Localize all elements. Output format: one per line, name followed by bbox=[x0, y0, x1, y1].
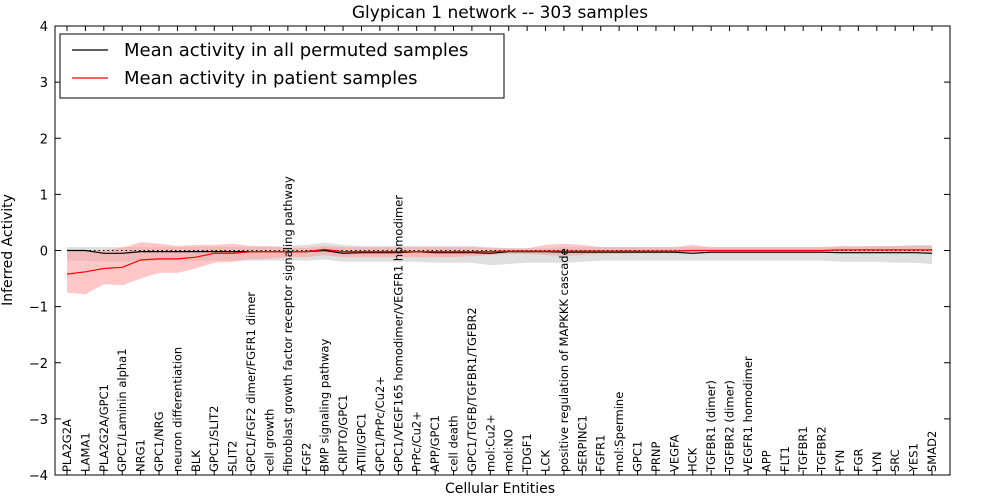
category-label: LCK bbox=[539, 450, 553, 472]
chart-title: Glypican 1 network -- 303 samples bbox=[352, 3, 648, 23]
category-label: SLIT2 bbox=[226, 441, 240, 472]
category-label: FGR bbox=[851, 448, 865, 472]
category-label: YES1 bbox=[907, 443, 921, 473]
x-axis-title: Cellular Entities bbox=[445, 481, 555, 497]
category-label: FYN bbox=[833, 450, 847, 472]
series-lines bbox=[66, 248, 933, 275]
y-tick-label: 3 bbox=[40, 76, 48, 91]
category-label: NRG1 bbox=[134, 439, 148, 472]
category-label: SMAD2 bbox=[925, 431, 939, 472]
y-tick-label: 0 bbox=[40, 245, 48, 260]
category-label: mol:Spermine bbox=[612, 392, 626, 472]
category-label: APP/GPC1 bbox=[428, 415, 442, 472]
category-label: SRC bbox=[888, 449, 902, 472]
category-label: SERPINC1 bbox=[575, 415, 589, 472]
y-axis-title: Inferred Activity bbox=[0, 194, 16, 306]
series-line-permuted bbox=[67, 249, 933, 254]
category-label: BMP signaling pathway bbox=[318, 339, 332, 472]
category-label: GPC1/Laminin alpha1 bbox=[115, 348, 129, 472]
category-label: TDGF1 bbox=[520, 433, 534, 473]
category-label: mol:Cu2+ bbox=[483, 414, 497, 472]
category-label: mol:NO bbox=[502, 429, 516, 472]
category-label: GPC1/VEGF165 homodimer/VEGFR1 homodimer bbox=[391, 195, 405, 472]
legend-box bbox=[59, 33, 505, 99]
category-label: GPC1 bbox=[631, 441, 645, 472]
category-label: fibroblast growth factor receptor signal… bbox=[281, 176, 295, 472]
category-labels: PLA2G2A LAMA1 PLA2G2A/GPC1 GPC1/Laminin alp… bbox=[60, 176, 939, 473]
legend-label-permuted: Mean activity in all permuted samples bbox=[124, 40, 468, 61]
y-tick-label: 1 bbox=[40, 188, 48, 203]
category-label: CRIPTO/GPC1 bbox=[336, 395, 350, 473]
category-label: FGF2 bbox=[299, 443, 313, 472]
y-tick-label: 4 bbox=[40, 20, 48, 35]
category-label: GPC1/PrPc/Cu2+ bbox=[373, 376, 387, 472]
y-tick-label: −3 bbox=[29, 413, 48, 428]
category-label: cell death bbox=[446, 415, 460, 472]
category-label: PRNP bbox=[649, 441, 663, 472]
category-label: PLA2G2A/GPC1 bbox=[97, 384, 111, 472]
category-label: cell growth bbox=[262, 409, 276, 472]
category-label: PLA2G2A bbox=[60, 419, 74, 472]
category-label: HCK bbox=[686, 447, 700, 472]
category-label: LYN bbox=[870, 451, 884, 472]
legend: Mean activity in all permuted samples Me… bbox=[59, 33, 505, 99]
series-line-patient bbox=[66, 248, 932, 275]
y-tick-label: −4 bbox=[29, 469, 48, 484]
category-label: TGFBR1 (dimer) bbox=[704, 380, 718, 473]
y-tick-label: 2 bbox=[40, 132, 48, 147]
y-tick-label: −2 bbox=[29, 357, 48, 372]
category-label: GPC1/SLIT2 bbox=[207, 405, 221, 472]
category-label: GPC1/TGFB/TGFBR1/TGFBR2 bbox=[465, 307, 479, 472]
category-label: neuron differentiation bbox=[170, 347, 184, 472]
category-label: LAMA1 bbox=[78, 432, 92, 472]
category-label: ATIII/GPC1 bbox=[354, 413, 368, 472]
category-label: FGFR1 bbox=[594, 435, 608, 472]
category-label: PrPc/Cu2+ bbox=[410, 411, 424, 472]
category-label: TGFBR2 bbox=[815, 426, 829, 473]
plot-frame bbox=[54, 25, 951, 476]
category-label: BLK bbox=[189, 450, 203, 472]
band-patient bbox=[67, 242, 932, 295]
category-label: GPC1/NRG bbox=[152, 411, 166, 472]
y-tick-label: −1 bbox=[29, 301, 48, 316]
category-label: VEGFA bbox=[667, 434, 681, 472]
legend-label-patient: Mean activity in patient samples bbox=[124, 68, 418, 89]
category-label: GPC1/FGF2 dimer/FGFR1 dimer bbox=[244, 292, 258, 472]
category-label: TGFBR2 (dimer) bbox=[723, 380, 737, 473]
confidence-bands bbox=[67, 242, 932, 295]
category-label: APP bbox=[759, 450, 773, 472]
axis-ticks: −4 −3 −2 −1 0 1 2 3 4 bbox=[29, 20, 950, 484]
category-label: FLT1 bbox=[778, 446, 792, 472]
category-label: positive regulation of MAPKKK cascade bbox=[557, 248, 571, 472]
category-label: TGFBR1 bbox=[796, 426, 810, 473]
category-label: VEGFR1 homodimer bbox=[741, 356, 755, 472]
